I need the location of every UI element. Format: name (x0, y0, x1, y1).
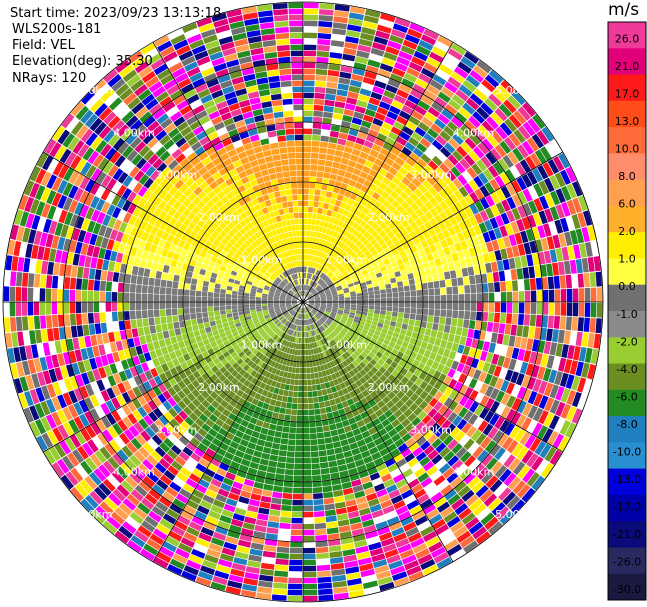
colorbar-box (608, 179, 646, 207)
colorbar-box (608, 389, 646, 417)
range-label: 3.00km (410, 423, 452, 436)
range-label: 4.00km (453, 466, 495, 479)
range-label: 5.00km (495, 84, 537, 97)
colorbar-box (608, 547, 646, 575)
colorbar-tick-label: -4.0 (616, 363, 637, 376)
colorbar-tick-label: -30.0 (613, 583, 641, 596)
colorbar-boxes (607, 21, 647, 601)
instrument-name: WLS200s-181 (12, 22, 102, 37)
range-label: 5.00km (71, 508, 113, 521)
range-label: 4.00km (453, 126, 495, 139)
colorbar-box (608, 416, 646, 443)
colorbar-tick-label: -17.0 (613, 500, 641, 513)
colorbar-box (608, 127, 646, 154)
colorbar-tick-label: 13.0 (615, 115, 640, 128)
colorbar-box (608, 258, 646, 286)
colorbar-tick-label: -10.0 (613, 445, 641, 458)
colorbar-box (608, 22, 646, 49)
start-time: Start time: 2023/09/23 13:13:18 (10, 6, 222, 21)
colorbar-tick-label: 17.0 (615, 88, 640, 101)
colorbar-ticks: 26.0 21.0 17.0 13.0 10.0 8.0 6.0 2.0 1.0 0.0 -1.0 -… (613, 33, 641, 597)
velocity-gates (3, 2, 603, 602)
colorbar-box (608, 442, 646, 470)
range-labels: 1.00km 1.00km 1.00km 1.00km 2.00km 2.00km 2.00… (71, 84, 537, 521)
colorbar-tick-label: 26.0 (615, 33, 640, 46)
colorbar-tick-label: 0.0 (618, 280, 636, 293)
colorbar-box (608, 48, 646, 76)
range-label: 1.00km (241, 338, 283, 351)
colorbar-box (608, 337, 646, 365)
field-name: Field: VEL (12, 38, 75, 53)
range-label: 3.00km (156, 423, 198, 436)
colorbar-box (608, 232, 646, 259)
colorbar-box (608, 153, 646, 181)
colorbar-tick-label: 8.0 (618, 170, 636, 183)
colorbar-tick-label: 6.0 (618, 198, 636, 211)
range-label: 2.00km (198, 381, 240, 394)
colorbar-tick-label: -8.0 (616, 418, 637, 431)
colorbar-box (608, 573, 646, 601)
elevation: Elevation(deg): 35.30 (12, 54, 153, 69)
colorbar-box (608, 311, 646, 338)
range-label: 5.00km (495, 508, 537, 521)
colorbar-tick-label: -26.0 (613, 556, 641, 569)
colorbar-box (608, 494, 646, 522)
colorbar-box (608, 363, 646, 391)
colorbar-box (608, 74, 646, 102)
range-label: 3.00km (410, 169, 452, 182)
colorbar-tick-label: -13.0 (613, 473, 641, 486)
range-grid (2, 1, 604, 603)
range-label: 2.00km (368, 211, 410, 224)
colorbar-box (608, 468, 646, 496)
colorbar-tick-label: 21.0 (615, 60, 640, 73)
colorbar-box (608, 284, 646, 312)
colorbar-box (608, 205, 646, 233)
colorbar-outline (607, 21, 647, 601)
colorbar-tick-label: -1.0 (616, 308, 637, 321)
colorbar-unit: m/s (608, 0, 640, 20)
range-label: 1.00km (325, 338, 367, 351)
colorbar-box (608, 100, 646, 128)
range-label: 2.00km (368, 381, 410, 394)
range-label: 1.00km (325, 254, 367, 267)
colorbar-tick-label: -2.0 (616, 335, 637, 348)
range-label: 5.00km (71, 84, 113, 97)
colorbar-tick-label: -6.0 (616, 390, 637, 403)
range-label: 2.00km (198, 211, 240, 224)
colorbar-tick-label: 2.0 (618, 225, 636, 238)
colorbar-tick-label: 10.0 (615, 143, 640, 156)
colorbar-tick-label: -21.0 (613, 528, 641, 541)
range-label: 3.00km (156, 169, 198, 182)
colorbar-tick-label: 1.0 (618, 253, 636, 266)
range-label: 1.00km (241, 254, 283, 267)
colorbar-box (608, 521, 646, 548)
range-label: 4.00km (113, 126, 155, 139)
nrays: NRays: 120 (12, 71, 87, 86)
range-label: 4.00km (113, 466, 155, 479)
